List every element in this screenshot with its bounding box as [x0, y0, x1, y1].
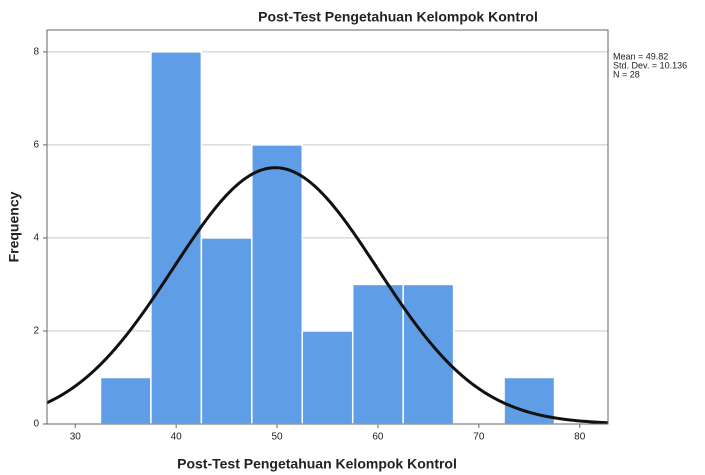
bar — [301, 330, 354, 425]
stats-label: N = 28 — [613, 69, 640, 79]
y-tick-label: 2 — [33, 326, 39, 337]
y-tick-label: 8 — [33, 47, 39, 58]
x-tick-label: 60 — [372, 432, 384, 443]
bar — [99, 376, 152, 425]
y-tick-label: 4 — [33, 233, 39, 244]
bar — [351, 283, 404, 425]
x-tick-label: 50 — [271, 432, 283, 443]
normal-curve — [46, 166, 609, 425]
stats-label: Mean = 49.82 — [613, 51, 668, 61]
x-axis-label: Post-Test Pengetahuan Kelompok Kontrol — [177, 456, 457, 472]
y-axis-label: Frequency — [6, 191, 22, 262]
y-tick-label: 0 — [33, 419, 39, 430]
x-tick-label: 40 — [171, 432, 183, 443]
y-tick-label: 6 — [33, 140, 39, 151]
bar — [251, 144, 304, 425]
bar — [402, 283, 455, 425]
plot-frame — [46, 29, 609, 425]
bar — [200, 237, 253, 425]
x-tick-label: 30 — [70, 432, 82, 443]
x-tick-label: 70 — [473, 432, 485, 443]
x-tick-label: 80 — [574, 432, 586, 443]
stats-label: Std. Dev. = 10.136 — [613, 60, 687, 70]
chart-title: Post-Test Pengetahuan Kelompok Kontrol — [258, 9, 538, 25]
